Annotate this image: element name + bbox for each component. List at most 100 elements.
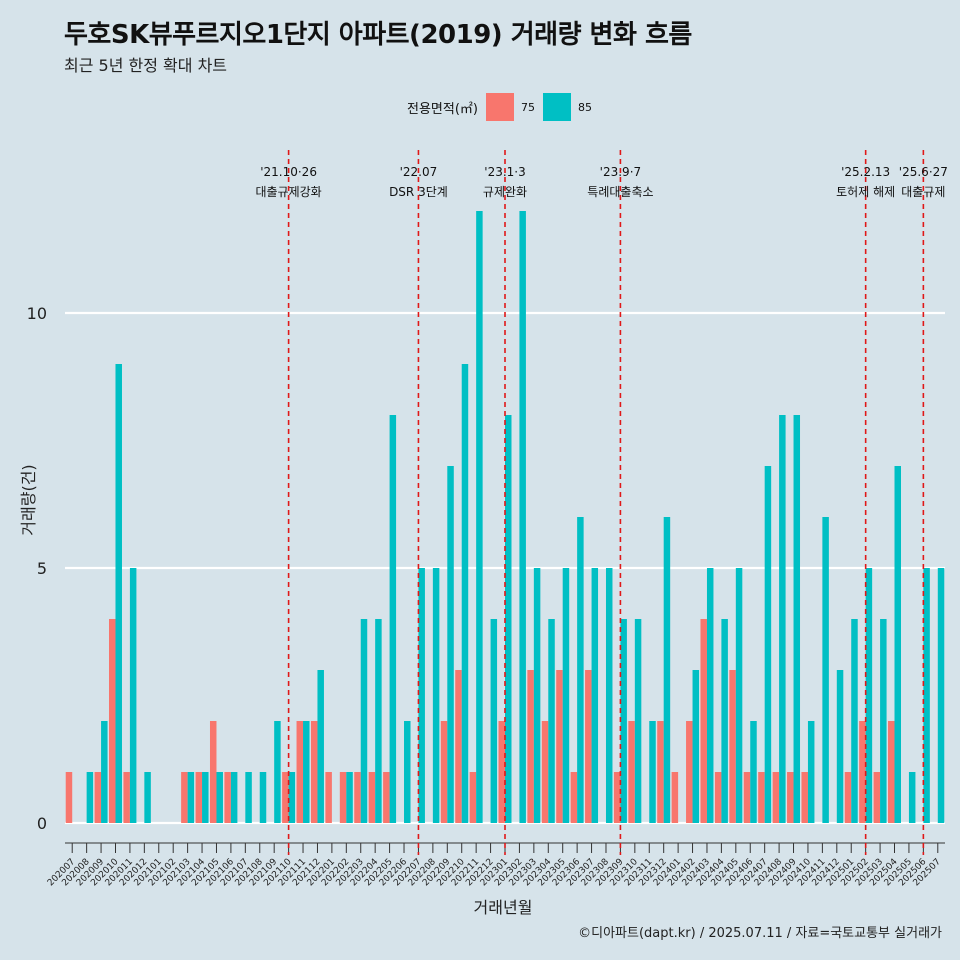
bar-75-202305 [556,670,563,823]
x-axis-title: 거래년월 [474,898,533,917]
bar-85-202304 [548,619,555,823]
bar-85-202408 [779,415,786,823]
event-text-label: 토허제 해제 [836,185,895,199]
bar-85-202412 [836,670,844,823]
bar-85-202306 [577,517,584,823]
bar-75-202010 [109,619,116,823]
bar-75-202009 [94,772,102,823]
bar-85-202503 [880,619,887,823]
bar-75-202409 [787,772,794,823]
bar-75-202110 [282,772,289,823]
bar-85-202409 [793,415,801,823]
bar-85-202504 [894,466,901,823]
y-tick-label: 0 [37,814,47,833]
bar-75-202410 [801,772,808,823]
legend-title: 전용면적(㎡) [407,101,478,117]
y-tick-label: 10 [27,304,47,323]
chart-subtitle: 최근 5년 한정 확대 차트 [64,56,228,75]
bar-85-202204 [375,619,382,823]
event-text-label: 규제완화 [483,185,527,199]
bar-85-202501 [851,619,858,823]
bar-75-202312 [657,721,664,823]
legend: 전용면적(㎡) 75 85 [407,92,600,122]
y-tick-label: 5 [37,559,47,578]
bar-85-202301 [505,415,512,823]
bar-75-202503 [873,772,881,823]
bar-85-202202 [346,772,353,823]
bar-85-202208 [432,568,440,823]
event-date-label: '21.10·26 [260,165,317,179]
bar-75-202211 [469,772,477,823]
bar-85-202105 [216,772,223,823]
bar-85-202207 [418,568,425,823]
bar-85-202404 [721,619,728,823]
bar-85-202507 [937,568,945,823]
bar-85-202206 [404,721,411,823]
bar-85-202302 [519,211,526,823]
bar-75-202401 [671,772,679,823]
bar-85-202410 [807,721,815,823]
bar-75-202502 [859,721,866,823]
bar-75-202405 [729,670,736,823]
bar-75-202504 [888,721,895,823]
bar-75-202202 [339,772,347,823]
bar-85-202305 [562,568,570,823]
y-axis-title: 거래량(건) [19,464,38,535]
bar-85-202312 [663,517,671,823]
bar-85-202411 [822,517,829,823]
bar-85-202112 [317,670,324,823]
legend-label-85: 85 [577,100,592,114]
event-date-label: '25.2.13 [841,165,890,179]
event-date-label: '23.9·7 [600,165,641,179]
bar-85-202403 [706,568,714,823]
legend-label-75: 75 [520,100,535,114]
bar-85-202505 [908,772,916,823]
bar-75-202104 [195,772,203,823]
bar-75-202310 [628,721,635,823]
bar-75-202301 [498,721,505,823]
bar-85-202402 [692,670,700,823]
bar-85-202502 [865,568,873,823]
bar-75-202106 [224,772,231,823]
event-text-label: 특례대출축소 [587,185,653,199]
bar-75-202403 [700,619,707,823]
bar-75-202407 [758,772,765,823]
bar-85-202011 [129,568,137,823]
bar-85-202303 [533,568,541,823]
event-text-label: 대출규제 [901,185,945,199]
event-text-label: DSR 3단계 [389,185,448,199]
bar-75-202406 [743,772,751,823]
bar-75-202304 [541,721,549,823]
event-date-label: '25.6·27 [899,165,948,179]
source-caption: ©디아파트(dapt.kr) / 2025.07.11 / 자료=국토교통부 실… [578,926,942,941]
bar-85-202106 [230,772,238,823]
bar-85-202211 [476,211,483,823]
bar-85-202111 [303,721,310,823]
bar-85-202406 [750,721,757,823]
bar-85-202103 [187,772,195,823]
bar-75-202007 [65,772,73,823]
bar-75-202408 [772,772,780,823]
bar-85-202407 [764,466,772,823]
event-text-label: 대출규제강화 [255,185,321,199]
bar-75-202209 [440,721,448,823]
bar-75-202309 [613,772,621,823]
legend-key-75 [485,93,514,121]
bar-85-202108 [259,772,267,823]
bar-85-202506 [923,568,930,823]
bar-75-202205 [383,772,390,823]
bar-75-202105 [209,721,217,823]
bar-75-202402 [686,721,693,823]
bar-85-202104 [202,772,209,823]
bar-85-202212 [490,619,498,823]
event-date-label: '22.07 [400,165,438,179]
bar-75-202112 [310,721,318,823]
bar-85-202109 [274,721,281,823]
bar-75-202404 [714,772,722,823]
bar-85-202110 [288,772,296,823]
bar-75-202203 [354,772,361,823]
bar-75-202210 [455,670,462,823]
bar-85-202310 [634,619,642,823]
bar-85-202311 [649,721,656,823]
bar-75-202111 [296,721,304,823]
